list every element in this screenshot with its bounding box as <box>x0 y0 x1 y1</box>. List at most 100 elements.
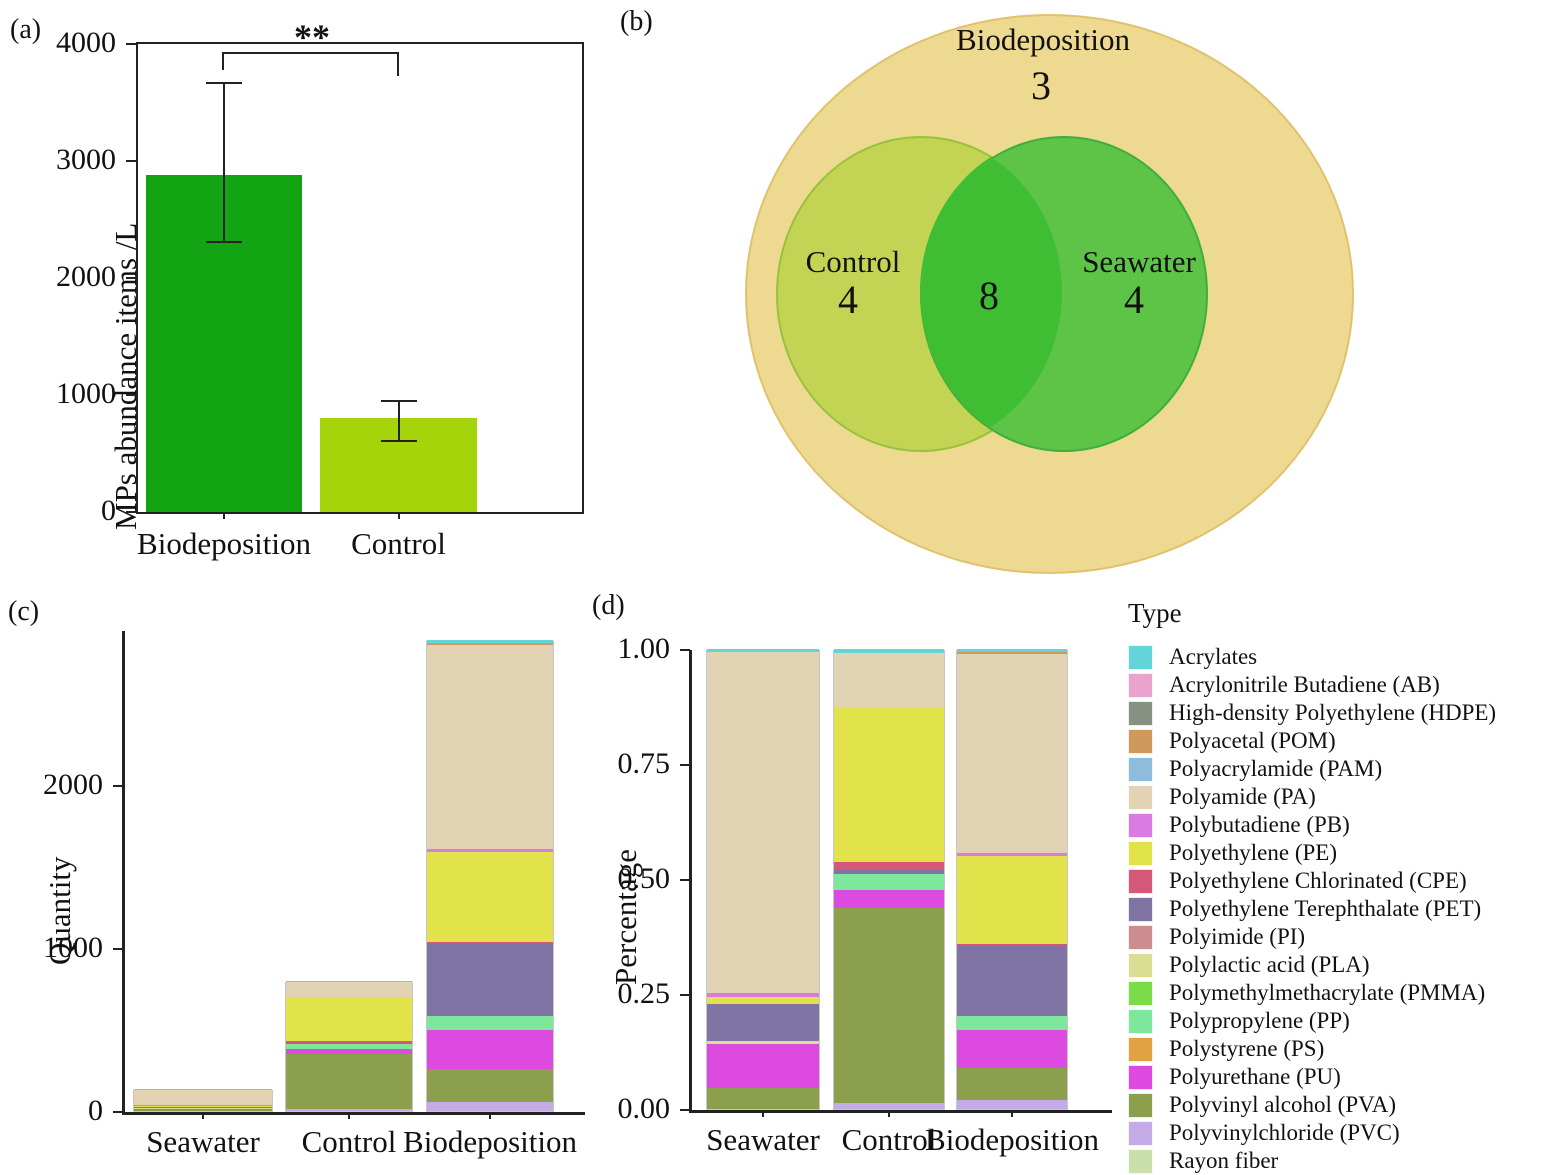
panel-b-tag: (b) <box>620 6 653 38</box>
x-category-label: Control <box>842 1122 937 1158</box>
legend-swatch-polylactic-acid-pla- <box>1128 953 1153 978</box>
stacked-bar-control <box>285 982 413 1112</box>
legend-item: Acrylonitrile Butadiene (AB) <box>1128 671 1548 699</box>
y-tick-label: 0 <box>26 496 116 526</box>
y-tick-label: 2000 <box>13 770 103 800</box>
bar-segment <box>707 649 819 652</box>
error-bar-line <box>223 83 225 242</box>
x-tick-mark <box>202 1112 204 1119</box>
stacked-bar-seawater <box>706 650 820 1110</box>
bar-segment <box>834 908 944 1104</box>
legend-item-label: Polyamide (PA) <box>1169 784 1316 810</box>
x-category-label: Biodeposition <box>137 526 311 562</box>
bar-segment <box>286 997 412 1041</box>
legend-item: Polylactic acid (PLA) <box>1128 951 1548 979</box>
legend-item: Rayon fiber <box>1128 1147 1548 1175</box>
y-tick-label: 0 <box>13 1096 103 1126</box>
bar-segment <box>707 997 819 1004</box>
y-tick-label: 0.50 <box>580 864 670 894</box>
venn-seawater-label: Seawater <box>1082 244 1196 280</box>
y-tick-mark <box>680 764 690 766</box>
legend-swatch-rayon-fiber <box>1128 1149 1153 1174</box>
legend-item-label: Polyvinyl alcohol (PVA) <box>1169 1092 1396 1118</box>
legend-item-label: Polybutadiene (PB) <box>1169 812 1350 838</box>
x-category-label: Control <box>351 526 446 562</box>
bar-segment <box>707 993 819 997</box>
venn-seawater-ellipse <box>920 136 1208 452</box>
legend-swatch-polyacetal-pom- <box>1128 729 1153 754</box>
error-bar-line <box>398 401 400 441</box>
legend-item: Polyacetal (POM) <box>1128 727 1548 755</box>
bar-segment <box>427 942 553 943</box>
stacked-bar-biodeposition <box>956 650 1068 1110</box>
y-tick-mark <box>126 43 136 45</box>
bar-segment <box>707 1004 819 1041</box>
bar-segment <box>707 1088 819 1109</box>
bar-segment <box>427 1069 553 1102</box>
panel-c-tag: (c) <box>8 596 39 628</box>
venn-overlap-count: 8 <box>979 272 999 319</box>
bar-segment <box>286 1054 412 1109</box>
x-category-label: Seawater <box>706 1122 820 1158</box>
legend-swatch-polyethylene-terephthalate-pet- <box>1128 897 1153 922</box>
y-tick-label: 0.00 <box>580 1094 670 1124</box>
legend-swatch-polypropylene-pp- <box>1128 1009 1153 1034</box>
y-tick-label: 0.25 <box>580 979 670 1009</box>
legend-item: Polypropylene (PP) <box>1128 1007 1548 1035</box>
bar-segment <box>427 1016 553 1030</box>
legend-swatch-polyethylene-pe- <box>1128 841 1153 866</box>
significance-stars: ** <box>294 16 330 58</box>
legend-swatch-acrylonitrile-butadiene-ab- <box>1128 673 1153 698</box>
legend-item: Polybutadiene (PB) <box>1128 811 1548 839</box>
bar-segment <box>707 652 819 993</box>
stacked-bar-control <box>833 650 945 1110</box>
legend-item: Polystyrene (PS) <box>1128 1035 1548 1063</box>
legend-swatch-polyimide-pi- <box>1128 925 1153 950</box>
bar-segment <box>427 849 553 853</box>
x-tick-mark <box>398 512 400 519</box>
venn-control-label: Control <box>806 244 901 280</box>
bar-segment <box>957 1100 1067 1109</box>
legend-item-label: Polystyrene (PS) <box>1169 1036 1324 1062</box>
legend-item: Polyvinyl alcohol (PVA) <box>1128 1091 1548 1119</box>
legend-item: Polyethylene Chlorinated (CPE) <box>1128 867 1548 895</box>
error-bar-cap-top <box>206 82 242 84</box>
panel-d-tag: (d) <box>592 590 625 622</box>
y-tick-mark <box>126 394 136 396</box>
bar-segment <box>286 1109 412 1111</box>
bar-segment <box>707 1041 819 1044</box>
legend-swatch-polyvinyl-alcohol-pva- <box>1128 1093 1153 1118</box>
legend-item: Polyimide (PI) <box>1128 923 1548 951</box>
legend-item-label: Polyethylene Chlorinated (CPE) <box>1169 868 1467 894</box>
y-tick-label: 1.00 <box>580 634 670 664</box>
bar-segment <box>957 853 1067 857</box>
bar-segment <box>427 852 553 942</box>
venn-control-count: 4 <box>838 276 858 323</box>
x-tick-mark <box>348 1112 350 1119</box>
x-tick-mark <box>489 1112 491 1119</box>
legend-item-label: Polypropylene (PP) <box>1169 1008 1350 1034</box>
bar-segment <box>957 1016 1067 1030</box>
legend-item: Polyurethane (PU) <box>1128 1063 1548 1091</box>
y-tick-label: 1000 <box>26 379 116 409</box>
error-bar-cap-bottom <box>206 241 242 243</box>
bar-segment <box>957 945 1067 1016</box>
bar-segment <box>957 944 1067 945</box>
bar-segment <box>286 1041 412 1043</box>
venn-biodeposition-count: 3 <box>1031 62 1051 109</box>
y-tick-mark <box>680 649 690 651</box>
legend-swatch-polyacrylamide-pam- <box>1128 757 1153 782</box>
y-tick-mark <box>113 948 123 950</box>
legend-swatch-high-density-polyethylene-hdpe- <box>1128 701 1153 726</box>
bar-segment <box>957 652 1067 654</box>
legend-swatch-acrylates <box>1128 645 1153 670</box>
stacked-bar-seawater <box>133 1090 273 1112</box>
x-category-label: Seawater <box>146 1124 260 1160</box>
bar-segment <box>286 982 412 997</box>
bar-segment <box>427 1102 553 1111</box>
y-tick-mark <box>113 1111 123 1113</box>
significance-bracket-left-drop <box>222 52 224 70</box>
